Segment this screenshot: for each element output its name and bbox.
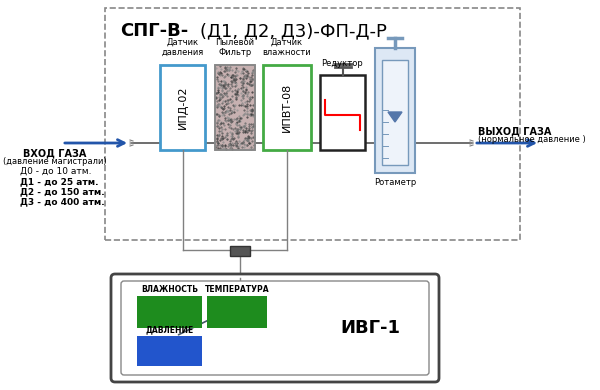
FancyBboxPatch shape xyxy=(160,65,205,150)
FancyBboxPatch shape xyxy=(207,296,267,328)
FancyBboxPatch shape xyxy=(111,274,439,382)
Text: (давление магистрали): (давление магистрали) xyxy=(3,157,107,166)
FancyBboxPatch shape xyxy=(382,60,408,165)
Text: (Д1, Д2, Д3)-ФП-Д-Р: (Д1, Д2, Д3)-ФП-Д-Р xyxy=(200,22,387,40)
Text: Д1 - до 25 атм.: Д1 - до 25 атм. xyxy=(20,177,98,186)
FancyBboxPatch shape xyxy=(375,48,415,173)
FancyBboxPatch shape xyxy=(320,75,365,150)
Text: Пылевой
Фильтр: Пылевой Фильтр xyxy=(215,37,254,57)
Text: ВХОД ГАЗА: ВХОД ГАЗА xyxy=(23,148,86,158)
Text: ИВГ-1: ИВГ-1 xyxy=(340,319,400,337)
Text: СПГ-В-: СПГ-В- xyxy=(120,22,188,40)
Text: Датчик
влажности: Датчик влажности xyxy=(263,37,311,57)
Text: Д3 - до 400 атм.: Д3 - до 400 атм. xyxy=(20,197,104,206)
Text: ВЫХОД ГАЗА: ВЫХОД ГАЗА xyxy=(478,126,551,136)
Text: Ротаметр: Ротаметр xyxy=(374,178,416,187)
Text: (нормальное давление ): (нормальное давление ) xyxy=(478,135,586,144)
Polygon shape xyxy=(388,112,402,122)
Bar xyxy=(216,66,254,149)
Text: Датчик
давления: Датчик давления xyxy=(161,37,203,57)
Text: Д2 - до 150 атм.: Д2 - до 150 атм. xyxy=(20,187,104,196)
Text: ДАВЛЕНИЕ: ДАВЛЕНИЕ xyxy=(145,325,194,334)
FancyBboxPatch shape xyxy=(263,65,311,150)
FancyBboxPatch shape xyxy=(121,281,429,375)
Text: ТЕМПЕРАТУРА: ТЕМПЕРАТУРА xyxy=(205,285,269,294)
Bar xyxy=(230,246,250,256)
Text: Д0 - до 10 атм.: Д0 - до 10 атм. xyxy=(20,167,91,176)
Text: ВЛАЖНОСТЬ: ВЛАЖНОСТЬ xyxy=(141,285,198,294)
Text: ИПД-02: ИПД-02 xyxy=(178,86,188,129)
Text: ИПВТ-08: ИПВТ-08 xyxy=(282,83,292,132)
FancyBboxPatch shape xyxy=(215,65,255,150)
Text: Редуктор: Редуктор xyxy=(322,59,364,68)
FancyBboxPatch shape xyxy=(137,296,202,328)
FancyBboxPatch shape xyxy=(137,336,202,366)
